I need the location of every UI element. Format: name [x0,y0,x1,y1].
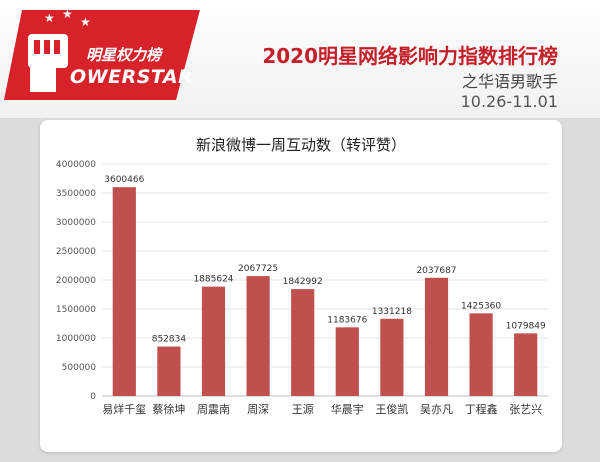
bar-chart: 新浪微博一周互动数（转评赞） 0 500000 1000000 1500000 2000… [56,136,548,416]
x-tick-label: 王源 [292,402,314,416]
logo-text-en: OWERSTAR [70,66,194,88]
data-label: 1079849 [506,321,546,331]
data-label: 1842992 [283,277,323,287]
x-tick-label: 蔡徐坤 [152,402,185,416]
data-labels: 3600466 852834 1885624 2067725 1842992 118367… [104,175,546,344]
x-tick-label: 张艺兴 [509,403,542,416]
bar [514,333,538,396]
x-tick-label: 吴亦凡 [420,402,453,416]
x-tick-label: 周深 [247,403,269,416]
data-label: 852834 [152,335,187,345]
chart-title: 新浪微博一周互动数（转评赞） [196,136,406,154]
bar [424,277,449,396]
data-label: 1183676 [327,315,367,325]
bars [112,187,538,396]
data-label: 3600466 [104,175,144,185]
y-axis: 0 500000 1000000 1500000 2000000 2500000 30000… [56,160,96,402]
x-axis: 易烊千玺 蔡徐坤 周震南 周深 王源 华晨宇 王俊凯 吴亦凡 丁程鑫 张艺兴 [102,402,542,416]
bar [380,318,404,396]
x-tick-label: 周震南 [197,403,230,416]
bar [201,286,226,396]
x-tick-label: 易烊千玺 [102,402,146,416]
y-tick-label: 500000 [62,363,97,373]
chart-card: 新浪微博一周互动数（转评赞） 0 500000 1000000 1500000 2000… [40,120,562,452]
y-tick-label: 4000000 [56,160,96,170]
bar [112,187,136,396]
logo-text-cn: 明星权力榜 [86,46,162,64]
data-label: 1425360 [461,301,501,311]
y-tick-label: 1000000 [56,334,96,344]
bar [469,313,493,396]
y-tick-label: 3500000 [56,189,96,199]
star-icon: ★ [44,11,55,25]
y-tick-label: 1500000 [56,305,96,315]
page-title: 2020明星网络影响力指数排行榜 [262,44,558,68]
date-range: 10.26-11.01 [460,92,558,111]
star-icon: ★ [80,15,91,29]
x-tick-label: 华晨宇 [331,402,364,416]
bar [157,346,181,396]
page-subtitle: 之华语男歌手 [461,72,558,91]
y-tick-label: 2000000 [56,276,96,286]
logo-shape: ★ ★ ★ [4,7,200,100]
fist-icon [28,34,68,92]
data-label: 1885624 [193,275,233,285]
bar [291,289,315,396]
data-label: 1331218 [372,307,412,317]
y-tick-label: 0 [90,392,96,402]
x-tick-label: 丁程鑫 [465,402,498,416]
x-tick-label: 王俊凯 [375,402,408,416]
header-banner: ★ ★ ★ 明星权力榜 OWERSTAR 2020明星网络影响力指数排行榜 之华… [0,0,600,118]
y-tick-label: 3000000 [56,218,96,228]
y-tick-label: 2500000 [56,247,96,257]
powerstar-logo: ★ ★ ★ 明星权力榜 OWERSTAR [0,0,220,108]
bar [335,327,359,396]
data-label: 2037687 [416,266,456,276]
bar [246,276,270,396]
star-icon: ★ [62,7,73,21]
data-label: 2067725 [238,264,278,274]
